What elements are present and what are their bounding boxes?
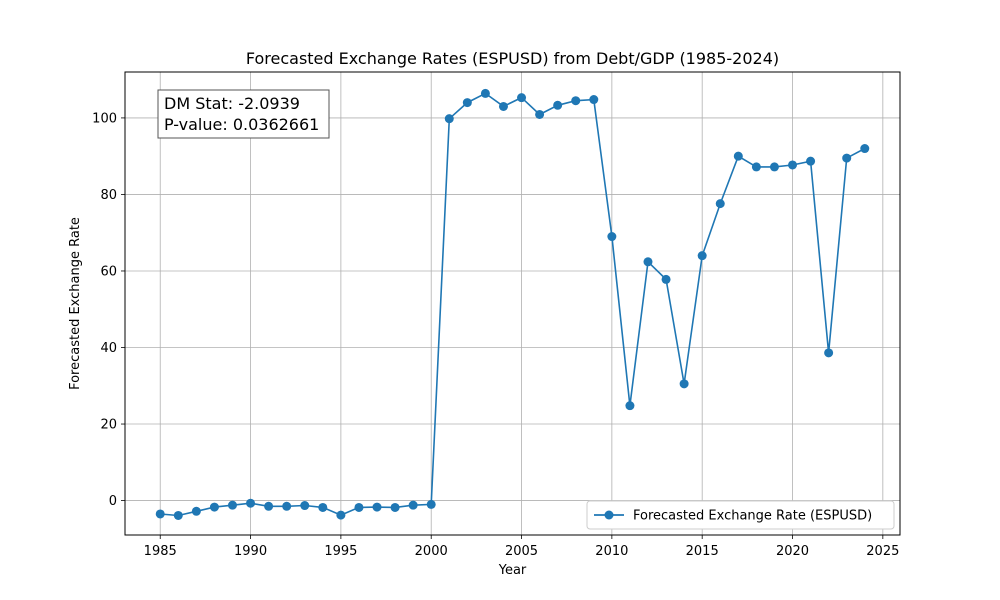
data-point	[751, 162, 761, 172]
data-point	[806, 156, 816, 166]
data-point	[227, 500, 237, 510]
data-point	[715, 199, 725, 209]
data-point	[444, 114, 454, 124]
legend-dot-marker	[604, 510, 614, 520]
series-line	[160, 92, 866, 517]
y-tick-label: 100	[92, 111, 117, 126]
data-point	[643, 257, 653, 267]
series-layer	[155, 88, 870, 520]
data-point	[426, 499, 436, 509]
x-tick-label: 2010	[595, 544, 628, 559]
data-point	[625, 401, 635, 411]
data-point	[318, 502, 328, 512]
y-axis-label: Forecasted Exchange Rate	[68, 217, 83, 390]
data-point	[788, 160, 798, 170]
x-tick-label: 2020	[776, 544, 809, 559]
chart-title: Forecasted Exchange Rates (ESPUSD) from …	[246, 49, 779, 68]
x-tick-label: 2000	[415, 544, 448, 559]
x-tick-label: 2015	[686, 544, 719, 559]
data-point	[697, 251, 707, 261]
data-point	[462, 98, 472, 108]
data-point	[589, 95, 599, 105]
y-tick-label: 60	[100, 264, 117, 279]
x-tick-label: 2025	[866, 544, 899, 559]
y-tick-label: 80	[100, 188, 117, 203]
data-point	[246, 498, 256, 508]
data-point	[480, 88, 490, 98]
y-axis-ticks: 0 20 40 60 80 100	[92, 111, 125, 509]
data-point	[209, 502, 219, 512]
dm-stat-annotation: DM Stat: -2.0939 P-value: 0.0362661	[157, 89, 330, 139]
plot-frame	[124, 71, 901, 536]
data-point	[282, 501, 292, 511]
data-point	[264, 501, 274, 511]
data-point	[860, 144, 870, 154]
legend-label: Forecasted Exchange Rate (ESPUSD)	[633, 509, 872, 524]
data-point	[535, 109, 545, 119]
data-point	[155, 509, 165, 519]
data-point	[300, 501, 310, 511]
data-point	[173, 510, 183, 520]
data-point	[571, 96, 581, 106]
y-tick-label: 0	[109, 494, 117, 509]
data-point	[408, 500, 418, 510]
x-axis-label: Year	[498, 563, 527, 578]
x-tick-label: 2005	[505, 544, 538, 559]
data-point	[553, 100, 563, 110]
legend-frame	[586, 500, 895, 530]
data-point	[679, 379, 689, 389]
data-point	[390, 502, 400, 512]
y-tick-label: 40	[100, 341, 117, 356]
p-value-text: P-value: 0.0362661	[164, 115, 319, 134]
data-point	[842, 153, 852, 163]
data-point	[824, 348, 834, 358]
data-point	[661, 274, 671, 284]
data-point	[336, 510, 346, 520]
data-point	[498, 101, 508, 111]
data-point	[372, 502, 382, 512]
x-tick-label: 1985	[144, 544, 177, 559]
x-tick-label: 1995	[324, 544, 357, 559]
data-point	[769, 162, 779, 172]
data-point	[607, 232, 617, 242]
data-point	[354, 502, 364, 512]
x-tick-label: 1990	[234, 544, 267, 559]
dm-stat-text: DM Stat: -2.0939	[164, 94, 300, 113]
data-point	[191, 506, 201, 516]
data-point	[733, 151, 743, 161]
annotation-box-frame	[157, 89, 330, 139]
y-tick-label: 20	[100, 418, 117, 433]
legend: Forecasted Exchange Rate (ESPUSD)	[586, 500, 895, 530]
x-axis-ticks: 1985 1990 1995 2000 2005 2010 2015 2020 2025	[144, 535, 899, 559]
data-point	[517, 93, 527, 103]
